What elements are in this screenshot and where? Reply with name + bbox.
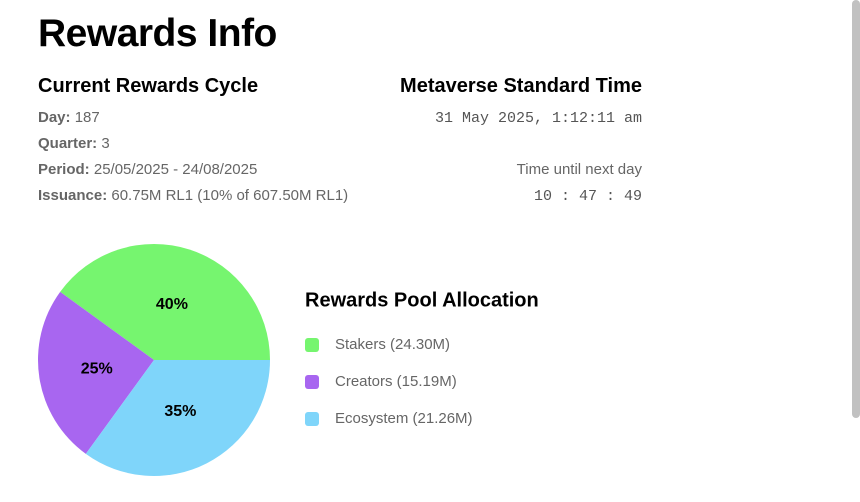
cycle-row: Period: 25/05/2025 - 24/08/2025	[38, 161, 257, 178]
legend-swatch	[305, 375, 319, 389]
scrollbar[interactable]	[852, 0, 860, 418]
row-label: Issuance:	[38, 187, 108, 204]
countdown-label: Time until next day	[516, 161, 642, 178]
slice-label: 25%	[81, 360, 113, 377]
pie-slice	[37, 291, 154, 454]
time-title: Metaverse Standard Time	[400, 75, 642, 97]
cycle-row: Day: 187	[38, 109, 100, 126]
row-value: 60.75M RL1 (10% of 607.50M RL1)	[111, 187, 349, 204]
cycle-row: Quarter: 3	[38, 135, 110, 152]
row-value: 187	[74, 109, 100, 126]
legend-swatch	[305, 412, 319, 426]
legend-label: Stakers (24.30M)	[335, 336, 450, 353]
legend-label: Ecosystem (21.26M)	[335, 410, 473, 427]
countdown: 10 : 47 : 49	[533, 188, 642, 205]
pie-slice	[85, 360, 270, 476]
row-label: Quarter:	[38, 135, 98, 152]
pie-slice	[60, 244, 271, 360]
slice-label: 40%	[156, 296, 188, 313]
page-title: Rewards Info	[38, 12, 277, 55]
chart-title: Rewards Pool Allocation	[305, 289, 539, 311]
row-label: Period:	[38, 161, 90, 178]
current-time: 31 May 2025, 1:12:11 am	[434, 110, 642, 127]
cycle-title: Current Rewards Cycle	[38, 75, 259, 97]
cycle-row: Issuance: 60.75M RL1 (10% of 607.50M RL1…	[38, 187, 348, 204]
row-label: Day:	[38, 109, 71, 126]
legend-swatch	[305, 338, 319, 352]
row-value: 3	[101, 135, 110, 152]
row-value: 25/05/2025 - 24/08/2025	[93, 161, 258, 178]
pie-chart: Rewards Pool Allocation 40% Stakers (24.3…	[37, 244, 539, 476]
legend-label: Creators (15.19M)	[335, 373, 457, 390]
slice-label: 35%	[164, 403, 196, 420]
